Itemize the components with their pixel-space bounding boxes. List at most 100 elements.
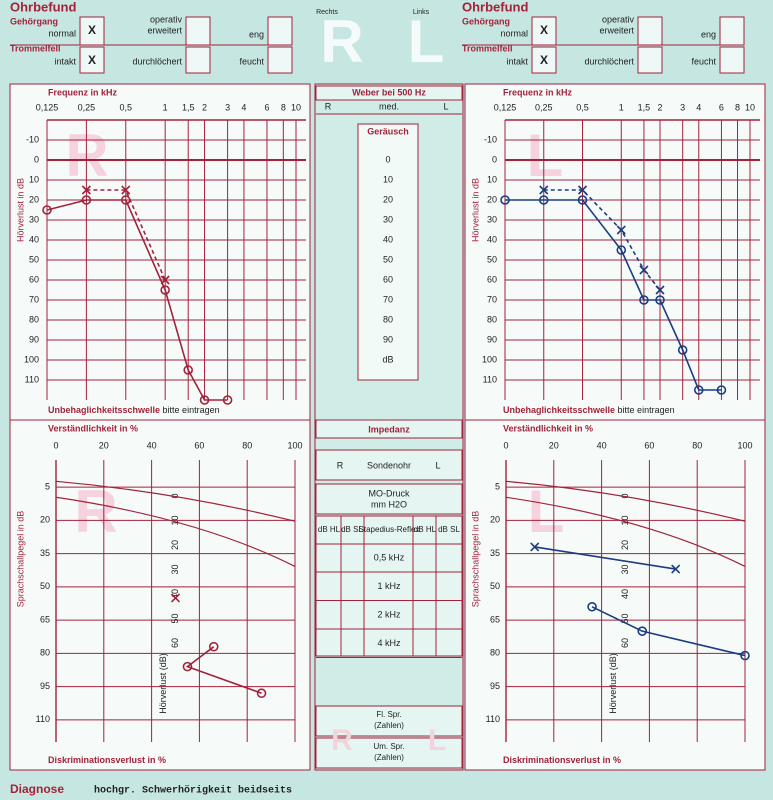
side-label: Rechts [316, 9, 338, 16]
x-tick-label: 1,5 [182, 102, 195, 112]
note-part: Unbehaglichkeitsschwelle [503, 405, 615, 415]
data-point [530, 542, 540, 552]
y-tick-label: 20 [29, 194, 39, 204]
noise-scale-label: 20 [383, 194, 393, 204]
y-tick-label: 20 [487, 194, 497, 204]
x-tick-label: 8 [281, 102, 286, 112]
x-tick-label: 2 [202, 102, 207, 112]
chart-panel [464, 83, 766, 421]
chart-note: Unbehaglichkeitsschwelle bitte eintragen [503, 405, 675, 415]
big-letter: L [527, 122, 564, 189]
y-tick-label: 50 [487, 254, 497, 264]
note-part: Diskriminationsverlust in % [503, 755, 621, 765]
data-point [182, 661, 193, 672]
data-point [170, 593, 181, 603]
probe-row [315, 449, 463, 481]
y-tick-label: -10 [26, 134, 39, 144]
data-point [693, 385, 704, 395]
check-box [531, 46, 557, 74]
loss-scale-label: 10 [620, 515, 630, 525]
check-box [719, 16, 745, 46]
reference-curve [505, 480, 746, 522]
header-option: normal [48, 28, 76, 38]
y-tick-label: 40 [487, 234, 497, 244]
x-tick-label: 0,125 [36, 102, 59, 112]
y-tick-label: 5 [45, 481, 50, 491]
loss-scale-label: 30 [620, 564, 630, 574]
reflex-table [315, 515, 463, 657]
x-tick-label: 4 [241, 102, 246, 112]
x-tick-label: 0,125 [494, 102, 517, 112]
reflex-head: dB SL [438, 525, 460, 534]
data-point [655, 295, 665, 305]
header-option: erweitert [147, 25, 182, 35]
y-tick-label: 70 [29, 294, 39, 304]
loss-scale-label: 0 [170, 493, 180, 498]
note-part: bitte eintragen [160, 405, 220, 415]
series-line [46, 199, 228, 401]
speech-row-label: (Zahlen) [374, 721, 404, 730]
series-line [505, 199, 722, 391]
check-box [531, 16, 557, 46]
note-part: Unbehaglichkeitsschwelle [48, 405, 160, 415]
data-point [539, 185, 549, 195]
x-tick-label: 1,5 [638, 102, 651, 112]
y-tick-label: 5 [495, 481, 500, 491]
reflex-head: Stapedius-Reflex [359, 525, 420, 534]
reflex-head: dB HL [318, 525, 341, 534]
noise-scale-label: 30 [383, 214, 393, 224]
header-title: Ohrbefund [462, 0, 528, 14]
data-point [208, 641, 219, 652]
loss-scale-label: 60 [170, 638, 180, 648]
header-option: intakt [506, 56, 528, 66]
series-line [591, 606, 746, 657]
noise-scale-label: 50 [383, 254, 393, 264]
y-tick-label: 35 [490, 548, 500, 558]
big-letter: L [528, 478, 565, 545]
x-tick-label: 100 [287, 440, 302, 450]
y-tick-label: 110 [483, 374, 497, 384]
header-option: erweitert [599, 25, 634, 35]
y-tick-label: 95 [40, 681, 50, 691]
noise-scale-label: 70 [383, 294, 393, 304]
header-title: Ohrbefund [10, 0, 76, 14]
chart-note: Unbehaglichkeitsschwelle bitte eintragen [48, 405, 220, 415]
header-option: feucht [691, 56, 716, 66]
y-tick-label: 100 [482, 354, 497, 364]
speech-env-row [315, 737, 463, 769]
data-point [587, 601, 597, 612]
noise-scale-label: 0 [385, 154, 390, 164]
data-point [671, 564, 681, 574]
chart-panel [9, 419, 311, 771]
check-box [267, 46, 293, 74]
x-tick-label: 10 [745, 102, 755, 112]
reflex-row-label: 4 kHz [377, 638, 401, 648]
pressure-row [315, 483, 463, 515]
probe-label: R [337, 460, 344, 470]
probe-label: Sondenohr [367, 460, 411, 470]
reflex-row-label: 1 kHz [377, 581, 401, 591]
y-tick-label: 80 [487, 314, 497, 324]
speech-row-label: (Zahlen) [374, 753, 404, 762]
data-point [740, 650, 750, 661]
data-point [42, 205, 52, 215]
y-tick-label: 50 [29, 254, 39, 264]
y-tick-label: 60 [29, 274, 39, 284]
y-tick-label: 65 [490, 614, 500, 624]
y-tick-label: 20 [40, 515, 50, 525]
x-axis-title: Frequenz in kHz [48, 87, 118, 97]
header-label: Trommelfell [462, 43, 513, 53]
check-mark: X [540, 23, 548, 37]
header-option: intakt [54, 56, 76, 66]
check-box [79, 16, 105, 46]
big-letter: L [428, 724, 446, 757]
check-box [79, 46, 105, 74]
speech-free-row [315, 705, 463, 737]
chart-panel [9, 83, 311, 421]
x-tick-label: 1 [619, 102, 624, 112]
speech-row-label: Fl. Spr. [376, 710, 401, 719]
header-label: Gehörgang [10, 16, 58, 26]
reference-curve [505, 496, 746, 567]
chart-note: Diskriminationsverlust in % [48, 755, 166, 765]
x-tick-label: 0 [503, 440, 508, 450]
